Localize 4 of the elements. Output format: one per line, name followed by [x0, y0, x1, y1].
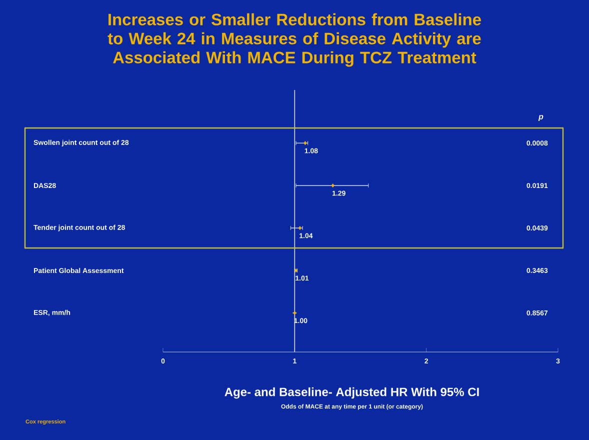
chart-title: Increases or Smaller Reductions from Baseline to Week 24 in Measures of Disease Activity are Associated With MACE During TCZ Treatment — [108, 13, 481, 67]
point — [331, 184, 334, 188]
annotation: p — [538, 115, 544, 121]
x-axis-title: Age- and Baseline- Adjusted HR With 95% CI — [224, 387, 479, 399]
